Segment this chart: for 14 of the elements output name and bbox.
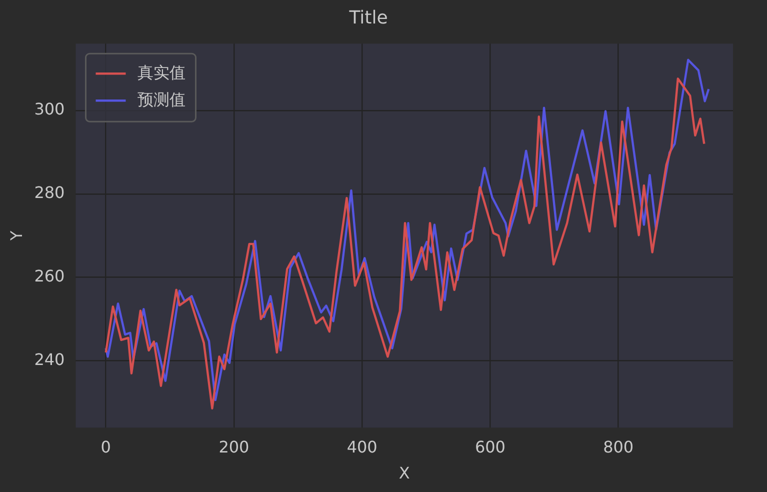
chart-title: Title <box>348 7 388 28</box>
x-tick-label: 800 <box>603 437 634 456</box>
y-tick-label: 240 <box>34 350 65 369</box>
y-tick-label: 260 <box>34 266 65 286</box>
legend-label: 真实值 <box>138 62 186 82</box>
x-axis-title: X <box>398 464 410 483</box>
y-tick-label: 280 <box>34 183 65 202</box>
x-tick-label: 0 <box>100 437 111 456</box>
x-tick-label: 400 <box>346 437 378 456</box>
x-tick-label: 200 <box>218 437 250 456</box>
y-axis-title: Y <box>6 230 26 242</box>
y-tick-label: 300 <box>34 100 65 119</box>
x-tick-label: 600 <box>474 437 506 456</box>
legend-label: 预测值 <box>138 90 186 109</box>
